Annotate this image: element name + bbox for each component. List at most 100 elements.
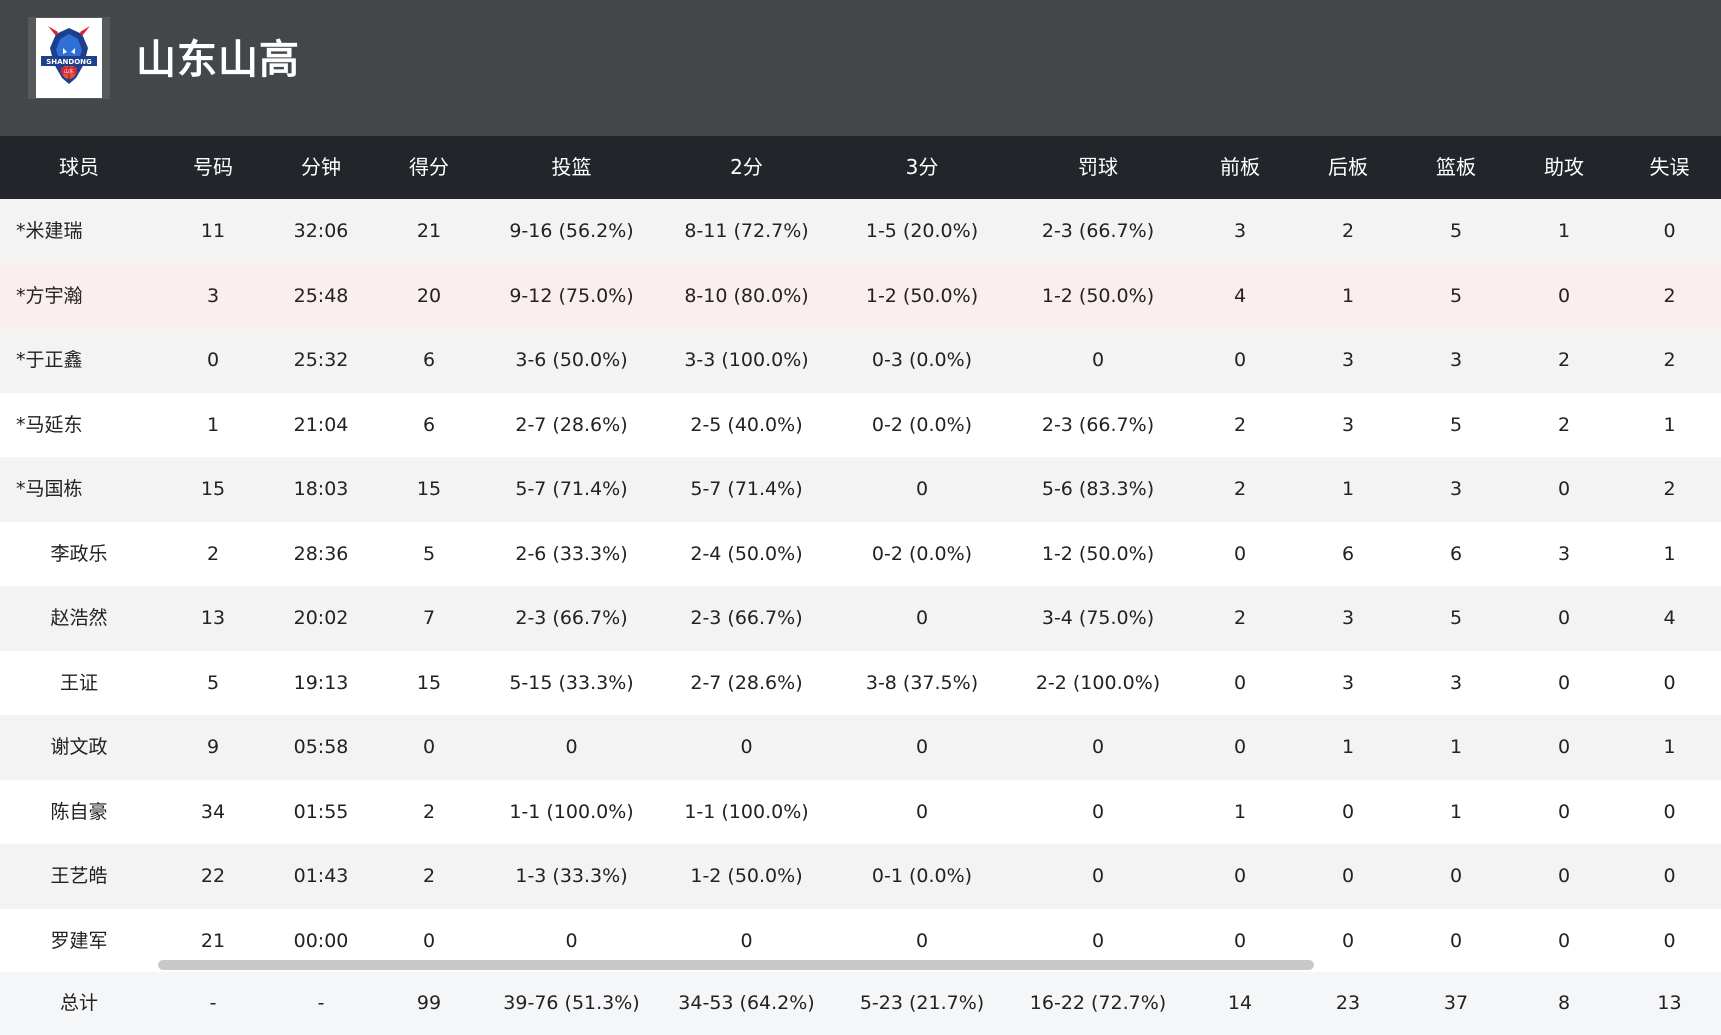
player-reb: 3	[1449, 349, 1463, 371]
player-three: 0	[915, 607, 929, 629]
player-ast: 2	[1557, 413, 1571, 436]
player-number: 34	[200, 800, 226, 823]
player-two: 2-4 (50.0%)	[690, 542, 803, 565]
player-reb: 5	[1449, 284, 1463, 307]
player-name[interactable]: 陈自豪	[0, 779, 158, 844]
player-number: 21	[200, 929, 226, 952]
player-name[interactable]: *方宇瀚	[0, 263, 158, 328]
player-tov: 0	[1663, 220, 1676, 242]
player-points: 0	[422, 929, 436, 952]
player-name[interactable]: 罗建军	[0, 908, 158, 973]
col-header-ft[interactable]: 罚球	[1078, 155, 1118, 179]
col-header-tov[interactable]: 失误	[1649, 155, 1690, 179]
player-fg: 0	[565, 929, 578, 952]
player-reb: 5	[1449, 607, 1463, 629]
column-header-row: 球员 号码 分钟 得分 投篮 2分 3分 罚球 前板 后板 篮板 助攻 失误	[0, 136, 1721, 199]
player-tov: 2	[1663, 478, 1676, 500]
player-two: 2-7 (28.6%)	[690, 671, 803, 694]
player-two: 5-7 (71.4%)	[690, 478, 803, 500]
player-three: 0	[915, 929, 929, 952]
player-fg: 1-3 (33.3%)	[515, 865, 628, 887]
table-row[interactable]: 谢文政 9 05:58 0 0 0 0 0 0 1 1 0 1	[0, 715, 1721, 780]
player-three: 0-1 (0.0%)	[871, 865, 973, 887]
player-fg: 5-15 (33.3%)	[509, 671, 634, 694]
table-row[interactable]: *马国栋 15 18:03 15 5-7 (71.4%) 5-7 (71.4%)…	[0, 457, 1721, 522]
player-points: 0	[422, 736, 436, 758]
player-dreb: 3	[1341, 349, 1355, 371]
player-name[interactable]: 李政乐	[0, 521, 158, 586]
player-three: 0-2 (0.0%)	[871, 542, 973, 565]
col-header-minutes[interactable]: 分钟	[301, 155, 341, 179]
player-tov: 2	[1663, 284, 1676, 307]
player-three: 0-2 (0.0%)	[871, 413, 973, 436]
player-minutes: 28:36	[293, 542, 349, 565]
player-name[interactable]: 王证	[0, 650, 158, 715]
player-minutes: 01:43	[293, 865, 349, 887]
player-reb: 3	[1449, 478, 1463, 500]
col-header-dreb[interactable]: 后板	[1328, 155, 1368, 179]
player-number: 3	[206, 284, 220, 307]
player-minutes: 21:04	[293, 413, 349, 436]
player-fg: 9-16 (56.2%)	[509, 220, 634, 242]
table-row[interactable]: 陈自豪 34 01:55 2 1-1 (100.0%) 1-1 (100.0%)…	[0, 779, 1721, 844]
player-ast: 0	[1557, 736, 1571, 758]
player-tov: 0	[1663, 800, 1676, 823]
player-minutes: 01:55	[293, 800, 349, 823]
player-two: 8-10 (80.0%)	[684, 284, 809, 307]
table-row[interactable]: *于正鑫 0 25:32 6 3-6 (50.0%) 3-3 (100.0%) …	[0, 328, 1721, 393]
totals-reb: 37	[1443, 992, 1469, 1014]
horizontal-scrollbar[interactable]	[158, 958, 1721, 972]
player-oreb: 3	[1233, 220, 1247, 242]
player-ft: 0	[1091, 736, 1105, 758]
col-header-points[interactable]: 得分	[409, 155, 449, 179]
totals-dreb: 23	[1335, 992, 1361, 1014]
player-name[interactable]: *马国栋	[0, 457, 158, 522]
player-name[interactable]: 王艺皓	[0, 844, 158, 909]
player-name[interactable]: *米建瑞	[0, 199, 158, 264]
table-row[interactable]: 李政乐 2 28:36 5 2-6 (33.3%) 2-4 (50.0%) 0-…	[0, 521, 1721, 586]
player-name[interactable]: 谢文政	[0, 715, 158, 780]
table-row[interactable]: *马延东 1 21:04 6 2-7 (28.6%) 2-5 (40.0%) 0…	[0, 392, 1721, 457]
player-fg: 2-7 (28.6%)	[515, 413, 628, 436]
player-minutes: 25:32	[293, 349, 349, 371]
col-header-three[interactable]: 3分	[905, 155, 939, 179]
table-row[interactable]: *米建瑞 11 32:06 21 9-16 (56.2%) 8-11 (72.7…	[0, 199, 1721, 264]
table-row[interactable]: 赵浩然 13 20:02 7 2-3 (66.7%) 2-3 (66.7%) 0…	[0, 586, 1721, 651]
col-header-fg[interactable]: 投篮	[551, 155, 592, 179]
player-minutes: 25:48	[293, 284, 349, 307]
table-row[interactable]: 王艺皓 22 01:43 2 1-3 (33.3%) 1-2 (50.0%) 0…	[0, 844, 1721, 909]
player-name[interactable]: *于正鑫	[0, 328, 158, 393]
col-header-reb[interactable]: 篮板	[1436, 155, 1476, 179]
player-ast: 2	[1557, 349, 1571, 371]
player-reb: 5	[1449, 220, 1463, 242]
player-ft: 0	[1091, 349, 1105, 371]
col-header-player[interactable]: 球员	[59, 155, 99, 179]
player-three: 0	[915, 478, 929, 500]
player-three: 0-3 (0.0%)	[871, 349, 973, 371]
player-points: 15	[416, 478, 442, 500]
player-oreb: 0	[1233, 929, 1247, 952]
player-ast: 0	[1557, 929, 1571, 952]
totals-ft: 16-22 (72.7%)	[1029, 992, 1167, 1014]
col-header-oreb[interactable]: 前板	[1220, 155, 1260, 179]
player-points: 5	[422, 542, 436, 565]
player-dreb: 0	[1341, 929, 1355, 952]
svg-text:SHANDONG: SHANDONG	[46, 58, 92, 66]
totals-minutes: -	[317, 992, 325, 1014]
player-name[interactable]: *马延东	[0, 392, 158, 457]
col-header-two[interactable]: 2分	[730, 155, 763, 179]
scrollbar-thumb[interactable]	[158, 960, 1314, 970]
player-number: 1	[206, 413, 220, 436]
player-three: 0	[915, 736, 929, 758]
player-three: 3-8 (37.5%)	[865, 671, 979, 694]
player-fg: 5-7 (71.4%)	[515, 478, 628, 500]
table-row[interactable]: 王证 5 19:13 15 5-15 (33.3%) 2-7 (28.6%) 3…	[0, 650, 1721, 715]
col-header-number[interactable]: 号码	[193, 155, 233, 179]
player-two: 0	[740, 736, 753, 758]
col-header-ast[interactable]: 助攻	[1544, 155, 1584, 179]
player-dreb: 6	[1341, 542, 1355, 565]
player-dreb: 1	[1341, 736, 1355, 758]
player-name[interactable]: 赵浩然	[0, 586, 158, 651]
player-number: 5	[206, 671, 220, 694]
table-row[interactable]: *方宇瀚 3 25:48 20 9-12 (75.0%) 8-10 (80.0%…	[0, 263, 1721, 328]
